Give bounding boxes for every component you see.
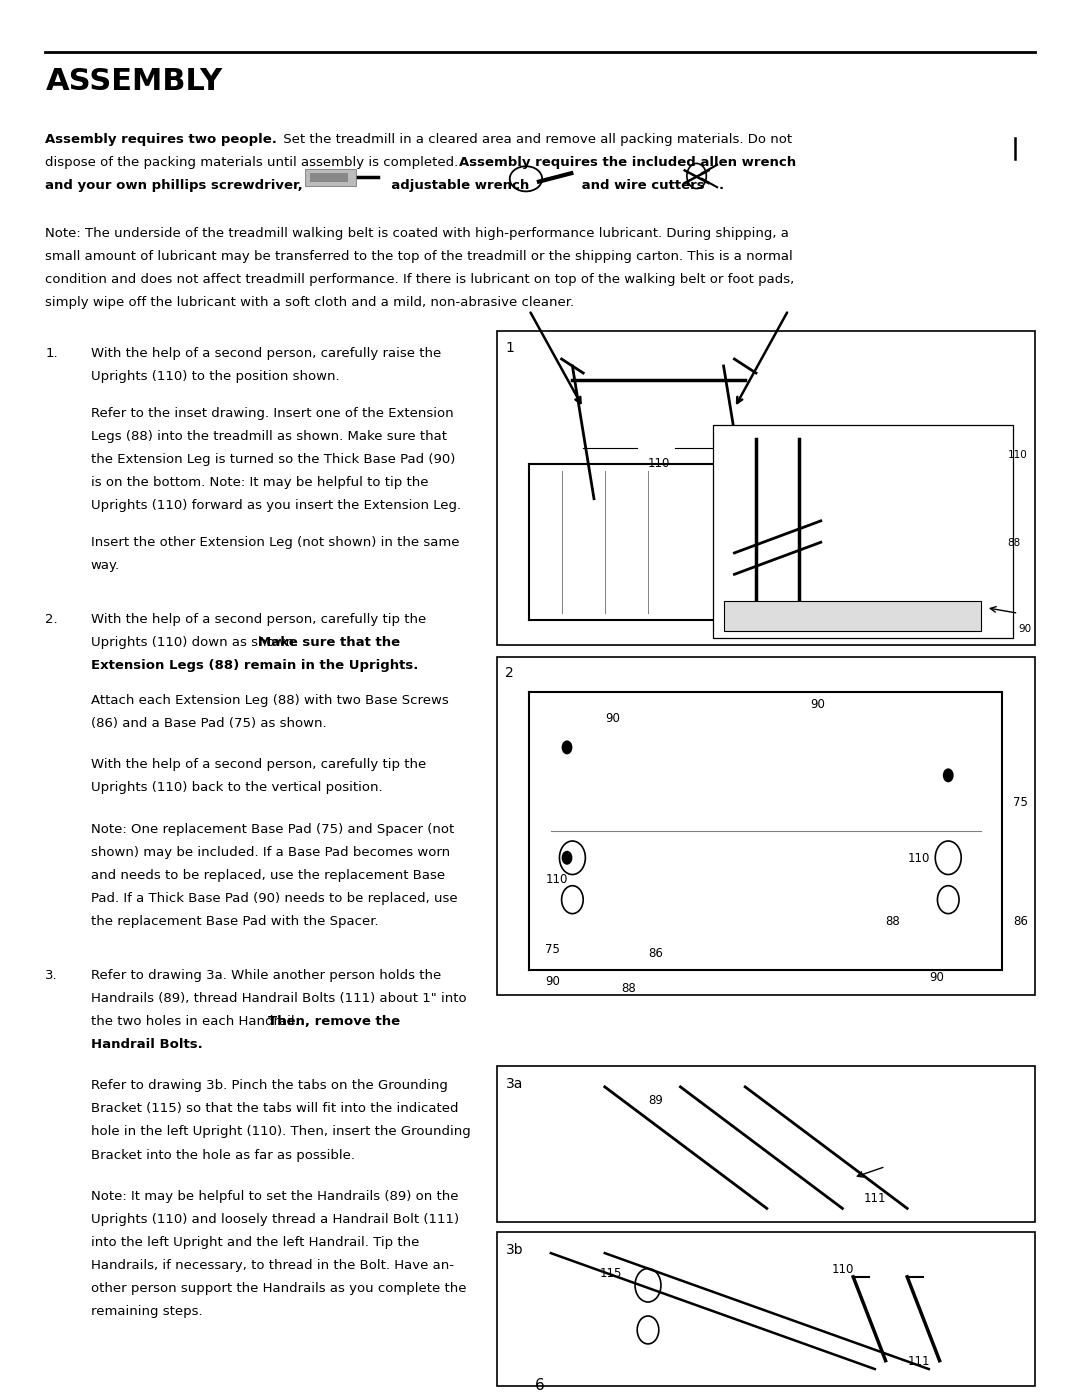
- Text: adjustable wrench: adjustable wrench: [382, 179, 529, 191]
- Text: other person support the Handrails as you complete the: other person support the Handrails as yo…: [91, 1282, 467, 1295]
- Text: 75: 75: [545, 943, 561, 956]
- Text: 110: 110: [832, 1263, 854, 1275]
- Bar: [713, 425, 1013, 638]
- Text: Uprights (110) down as shown.: Uprights (110) down as shown.: [91, 636, 302, 650]
- Text: Note: The underside of the treadmill walking belt is coated with high-performanc: Note: The underside of the treadmill wal…: [45, 226, 789, 240]
- Text: 111: 111: [907, 1355, 930, 1368]
- Text: Extension Legs (88) remain in the Uprights.: Extension Legs (88) remain in the Uprigh…: [91, 659, 418, 672]
- Text: small amount of lubricant may be transferred to the top of the treadmill or the : small amount of lubricant may be transfe…: [45, 250, 793, 263]
- Text: 88: 88: [886, 915, 901, 928]
- Text: Refer to drawing 3a. While another person holds the: Refer to drawing 3a. While another perso…: [91, 968, 441, 982]
- Text: Handrail Bolts.: Handrail Bolts.: [91, 1038, 202, 1051]
- Text: Handrails, if necessary, to thread in the Bolt. Have an-: Handrails, if necessary, to thread in th…: [91, 1259, 454, 1273]
- Text: condition and does not affect treadmill performance. If there is lubricant on to: condition and does not affect treadmill …: [45, 274, 795, 286]
- Text: Refer to drawing 3b. Pinch the tabs on the Grounding: Refer to drawing 3b. Pinch the tabs on t…: [91, 1080, 447, 1092]
- Text: Uprights (110) back to the vertical position.: Uprights (110) back to the vertical posi…: [91, 781, 382, 795]
- Bar: [724, 601, 981, 631]
- Bar: [310, 173, 348, 182]
- Text: 90: 90: [810, 698, 825, 711]
- Text: Then, remove the: Then, remove the: [268, 1014, 400, 1028]
- Text: and wire cutters: and wire cutters: [577, 179, 704, 191]
- Text: Note: It may be helpful to set the Handrails (89) on the: Note: It may be helpful to set the Handr…: [91, 1190, 458, 1203]
- Text: Insert the other Extension Leg (not shown) in the same: Insert the other Extension Leg (not show…: [91, 536, 459, 549]
- Text: 86: 86: [1013, 915, 1028, 928]
- Text: 1: 1: [505, 341, 514, 355]
- Bar: [497, 657, 1035, 995]
- Text: 90: 90: [605, 712, 620, 725]
- Bar: [497, 1066, 1035, 1222]
- Text: the Extension Leg is turned so the Thick Base Pad (90): the Extension Leg is turned so the Thick…: [91, 453, 455, 467]
- Text: 110: 110: [545, 873, 568, 886]
- Text: Note: One replacement Base Pad (75) and Spacer (not: Note: One replacement Base Pad (75) and …: [91, 823, 454, 835]
- Text: 88: 88: [1008, 538, 1021, 548]
- Text: With the help of a second person, carefully tip the: With the help of a second person, carefu…: [91, 759, 426, 771]
- Text: 75: 75: [1013, 796, 1028, 809]
- Text: 1.: 1.: [45, 346, 58, 360]
- Text: Assembly requires the included allen wrench: Assembly requires the included allen wre…: [459, 156, 796, 169]
- Text: 110: 110: [1008, 450, 1027, 460]
- Text: 2: 2: [505, 666, 514, 680]
- Text: 89: 89: [648, 1094, 663, 1106]
- Text: Pad. If a Thick Base Pad (90) needs to be replaced, use: Pad. If a Thick Base Pad (90) needs to b…: [91, 891, 457, 905]
- Text: 3b: 3b: [505, 1243, 523, 1257]
- Text: Handrails (89), thread Handrail Bolts (111) about 1" into: Handrails (89), thread Handrail Bolts (1…: [91, 992, 467, 1004]
- Text: Set the treadmill in a cleared area and remove all packing materials. Do not: Set the treadmill in a cleared area and …: [279, 133, 792, 145]
- Text: 3.: 3.: [45, 968, 58, 982]
- Text: Make sure that the: Make sure that the: [258, 636, 401, 650]
- Text: 90: 90: [1018, 624, 1031, 634]
- Text: Assembly requires two people.: Assembly requires two people.: [45, 133, 278, 145]
- Text: dispose of the packing materials until assembly is completed.: dispose of the packing materials until a…: [45, 156, 463, 169]
- Circle shape: [562, 740, 572, 754]
- Text: Refer to the inset drawing. Insert one of the Extension: Refer to the inset drawing. Insert one o…: [91, 407, 454, 420]
- Text: hole in the left Upright (110). Then, insert the Grounding: hole in the left Upright (110). Then, in…: [91, 1126, 471, 1139]
- Text: (86) and a Base Pad (75) as shown.: (86) and a Base Pad (75) as shown.: [91, 717, 326, 729]
- Text: way.: way.: [91, 559, 120, 573]
- Text: 111: 111: [864, 1192, 887, 1204]
- Circle shape: [562, 851, 572, 865]
- Text: Bracket (115) so that the tabs will fit into the indicated: Bracket (115) so that the tabs will fit …: [91, 1102, 458, 1115]
- Text: 115: 115: [599, 1267, 622, 1280]
- Text: ASSEMBLY: ASSEMBLY: [45, 67, 222, 96]
- Text: 86: 86: [648, 947, 663, 960]
- Text: 3a: 3a: [505, 1077, 523, 1091]
- Text: is on the bottom. Note: It may be helpful to tip the: is on the bottom. Note: It may be helpfu…: [91, 476, 428, 489]
- Text: shown) may be included. If a Base Pad becomes worn: shown) may be included. If a Base Pad be…: [91, 845, 450, 859]
- Circle shape: [943, 768, 954, 782]
- Text: 6: 6: [535, 1377, 545, 1393]
- Text: and needs to be replaced, use the replacement Base: and needs to be replaced, use the replac…: [91, 869, 445, 882]
- Text: the replacement Base Pad with the Spacer.: the replacement Base Pad with the Spacer…: [91, 915, 378, 928]
- Text: Bracket into the hole as far as possible.: Bracket into the hole as far as possible…: [91, 1148, 354, 1161]
- Text: With the help of a second person, carefully tip the: With the help of a second person, carefu…: [91, 613, 426, 626]
- Text: simply wipe off the lubricant with a soft cloth and a mild, non-abrasive cleaner: simply wipe off the lubricant with a sof…: [45, 296, 575, 309]
- Text: Uprights (110) forward as you insert the Extension Leg.: Uprights (110) forward as you insert the…: [91, 499, 461, 513]
- Text: the two holes in each Handrail.: the two holes in each Handrail.: [91, 1014, 302, 1028]
- Bar: [305, 169, 356, 186]
- Text: .: .: [718, 179, 724, 191]
- Text: and your own phillips screwdriver,: and your own phillips screwdriver,: [45, 179, 303, 191]
- Text: 2.: 2.: [45, 613, 58, 626]
- Text: 110: 110: [907, 852, 930, 865]
- Text: 90: 90: [545, 975, 561, 988]
- Text: Uprights (110) to the position shown.: Uprights (110) to the position shown.: [91, 370, 339, 383]
- Text: With the help of a second person, carefully raise the: With the help of a second person, carefu…: [91, 346, 441, 360]
- Text: Uprights (110) and loosely thread a Handrail Bolt (111): Uprights (110) and loosely thread a Hand…: [91, 1213, 459, 1227]
- Text: remaining steps.: remaining steps.: [91, 1305, 202, 1319]
- Bar: [497, 1232, 1035, 1386]
- Text: Legs (88) into the treadmill as shown. Make sure that: Legs (88) into the treadmill as shown. M…: [91, 430, 447, 443]
- Text: 90: 90: [929, 971, 944, 983]
- Text: 110: 110: [648, 457, 671, 469]
- Bar: [497, 331, 1035, 645]
- Text: 88: 88: [621, 982, 636, 995]
- Text: Attach each Extension Leg (88) with two Base Screws: Attach each Extension Leg (88) with two …: [91, 694, 448, 707]
- Text: into the left Upright and the left Handrail. Tip the: into the left Upright and the left Handr…: [91, 1236, 419, 1249]
